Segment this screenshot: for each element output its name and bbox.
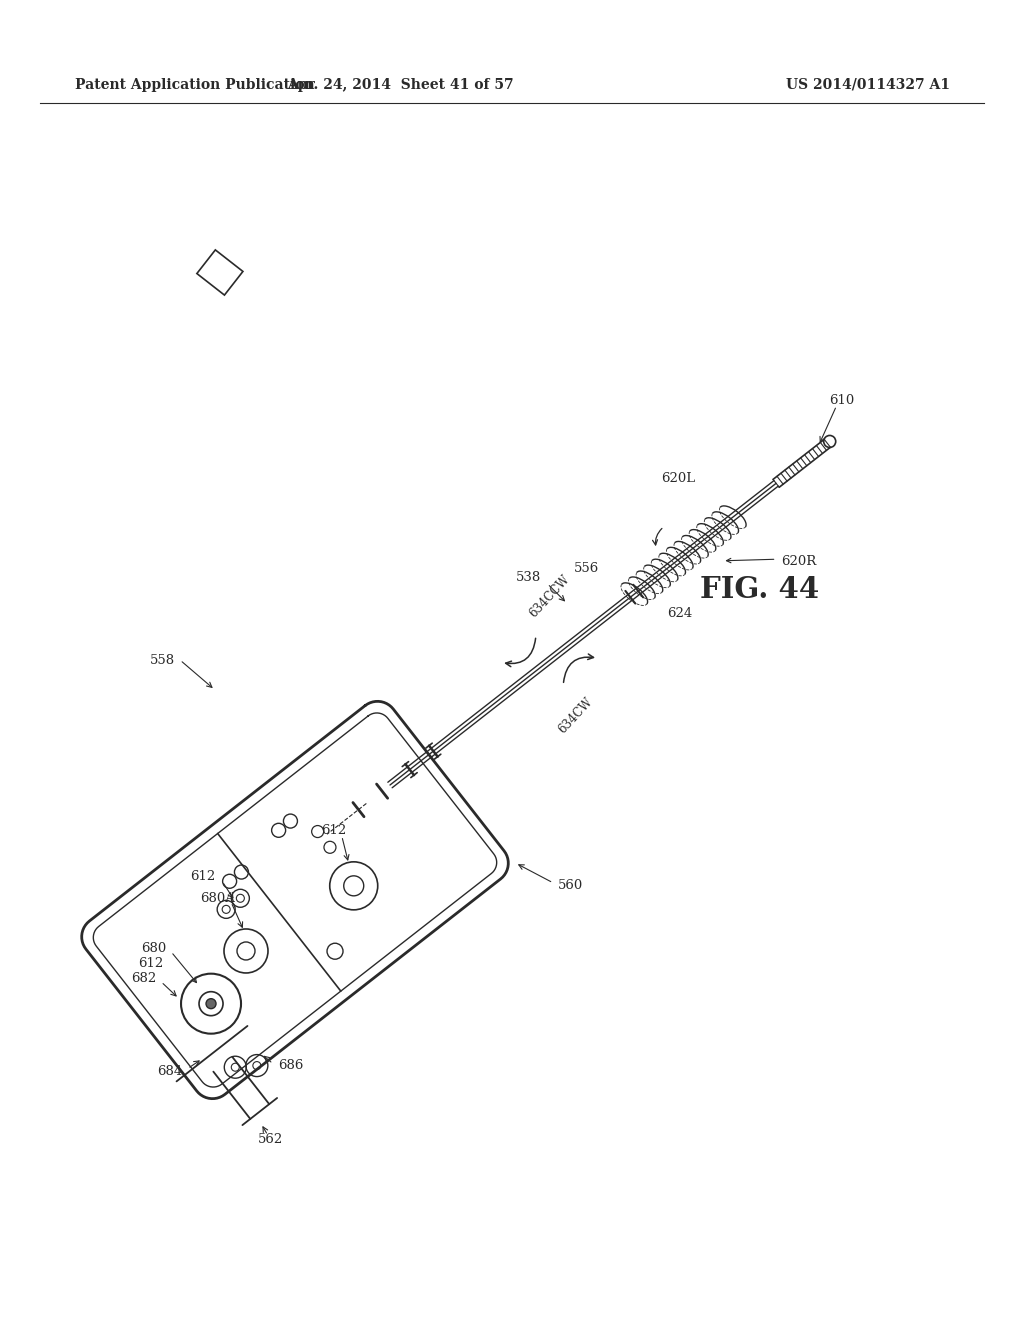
Text: 612: 612 [138, 957, 163, 970]
Text: 624: 624 [668, 607, 692, 620]
Text: Patent Application Publication: Patent Application Publication [75, 78, 314, 92]
Text: 634CW: 634CW [556, 696, 595, 735]
Text: 612: 612 [322, 824, 346, 837]
Text: 556: 556 [573, 562, 599, 576]
Text: 612: 612 [189, 870, 215, 883]
Text: Apr. 24, 2014  Sheet 41 of 57: Apr. 24, 2014 Sheet 41 of 57 [287, 78, 513, 92]
Circle shape [206, 999, 216, 1008]
Text: 680: 680 [140, 942, 166, 956]
Text: FIG. 44: FIG. 44 [700, 576, 819, 605]
Text: US 2014/0114327 A1: US 2014/0114327 A1 [786, 78, 950, 92]
Text: 682: 682 [131, 972, 156, 985]
Text: 560: 560 [558, 879, 584, 892]
Text: 680A: 680A [201, 892, 236, 906]
Text: 538: 538 [516, 572, 542, 585]
Text: 620R: 620R [781, 554, 817, 568]
Text: 684: 684 [158, 1065, 182, 1078]
Text: 562: 562 [258, 1133, 284, 1146]
Text: 634CCW: 634CCW [526, 573, 572, 619]
Text: 610: 610 [829, 395, 854, 407]
Text: 558: 558 [150, 653, 175, 667]
Text: 620L: 620L [660, 471, 695, 484]
Text: 686: 686 [279, 1059, 303, 1072]
